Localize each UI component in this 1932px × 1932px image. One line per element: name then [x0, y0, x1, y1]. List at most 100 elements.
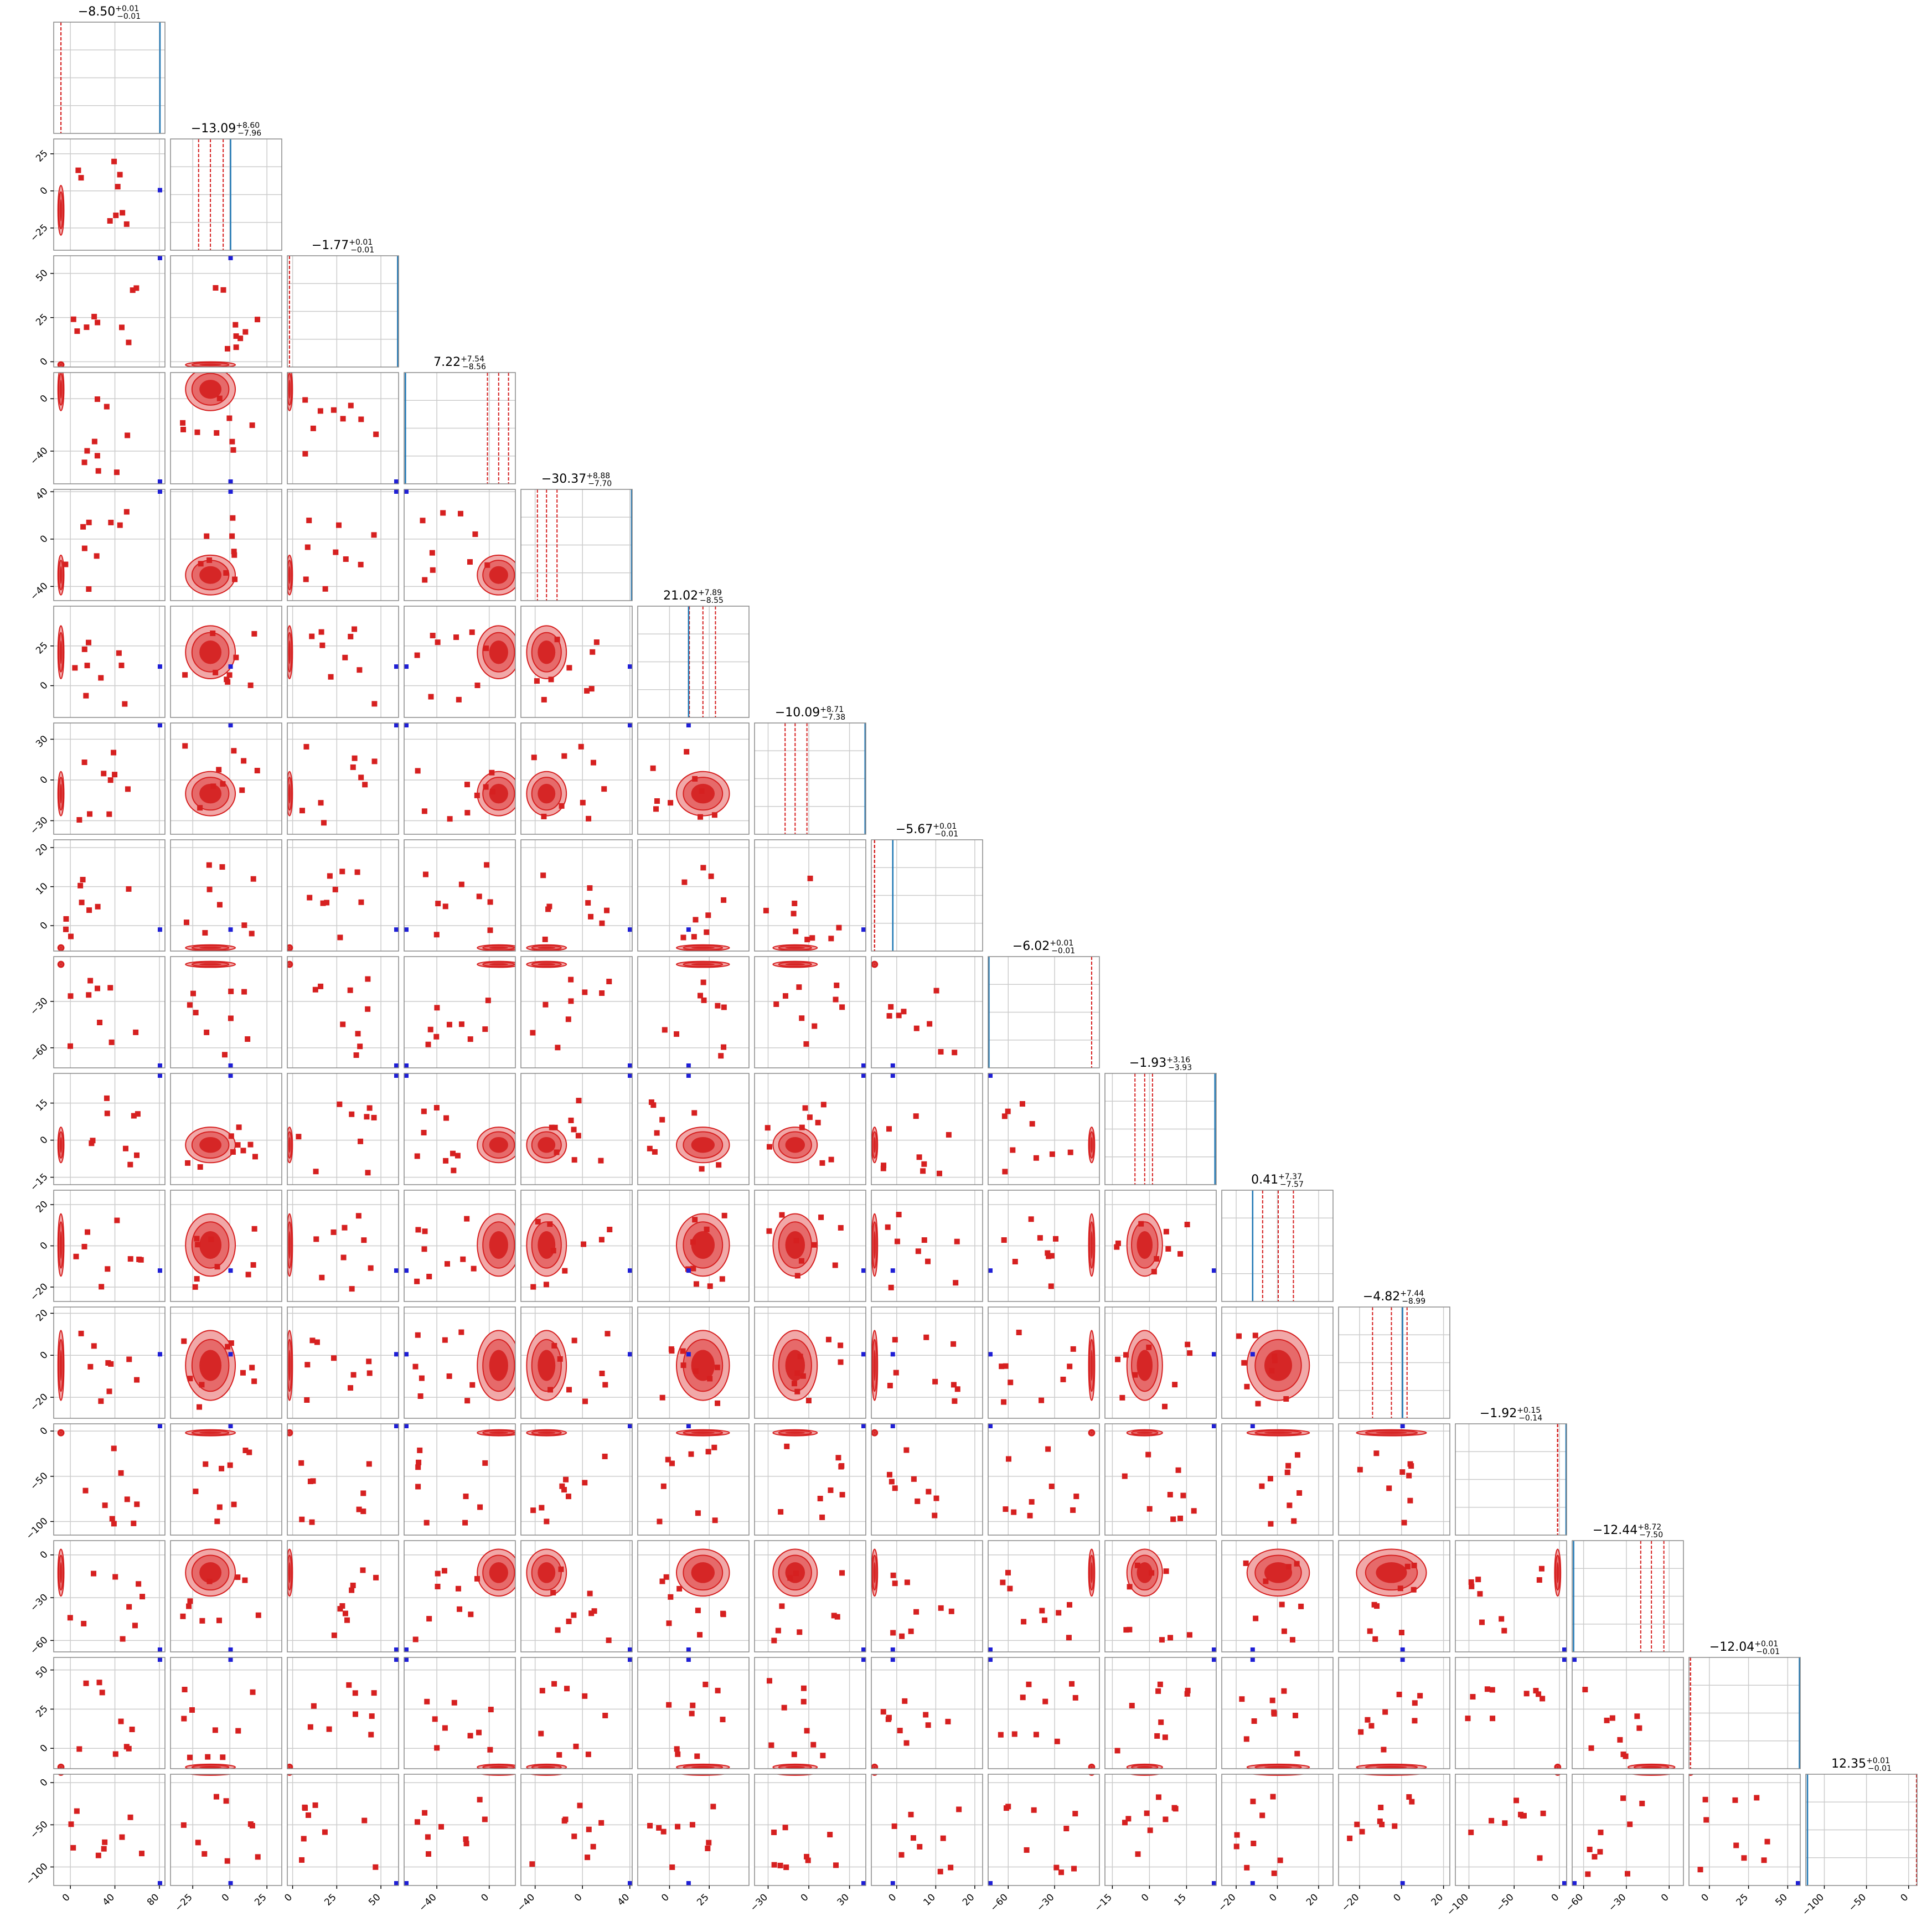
- panel-frame: [871, 1190, 983, 1302]
- sample-point: [1465, 1716, 1471, 1722]
- sample-point: [792, 1381, 798, 1387]
- sample-point: [307, 895, 313, 901]
- sample-point: [355, 1031, 361, 1037]
- panel-content: [988, 1657, 1096, 1769]
- sample-point: [368, 1265, 374, 1271]
- sample-point: [1170, 1516, 1176, 1522]
- panel-content: [1689, 1774, 1800, 1885]
- sample-point: [70, 316, 76, 322]
- sample-point: [488, 1707, 494, 1713]
- sample-point: [360, 1567, 366, 1573]
- sample-point: [818, 1214, 824, 1220]
- sample-point: [307, 1478, 313, 1484]
- x-tick-label: 0: [1392, 1892, 1404, 1904]
- sample-point: [118, 1470, 124, 1476]
- sample-point: [140, 1594, 146, 1600]
- sample-point: [435, 901, 441, 907]
- sample-point: [766, 1228, 772, 1234]
- sample-point: [566, 665, 572, 671]
- truth-point: [404, 1268, 409, 1273]
- panel-frame: [1104, 1540, 1217, 1652]
- sample-point: [1272, 1354, 1278, 1360]
- truth-point: [228, 1647, 233, 1652]
- sample-point: [590, 649, 596, 655]
- y-tick-label: 0: [38, 185, 50, 197]
- sample-point: [1489, 1817, 1495, 1823]
- sample-point: [1281, 1628, 1287, 1634]
- sample-point: [299, 1516, 305, 1522]
- sample-point: [1135, 1851, 1141, 1857]
- density-core: [288, 640, 291, 664]
- x-tick-label: −30: [1606, 1892, 1629, 1914]
- sample-point: [230, 447, 236, 453]
- sample-point: [1609, 1715, 1615, 1721]
- sample-point: [125, 786, 131, 792]
- sample-point: [1283, 1396, 1289, 1402]
- sample-point: [447, 816, 453, 822]
- sample-point: [1269, 1697, 1275, 1703]
- sample-point: [1398, 1630, 1404, 1636]
- sample-point: [666, 1702, 672, 1708]
- scatter-panel: [637, 839, 750, 952]
- sample-point: [1754, 1795, 1760, 1801]
- sample-point: [833, 1862, 839, 1868]
- sample-point: [208, 1236, 214, 1242]
- sample-point: [1285, 1463, 1292, 1469]
- density-core: [59, 1765, 63, 1769]
- sample-point: [539, 1505, 545, 1511]
- sample-point: [700, 979, 706, 985]
- sample-point: [599, 920, 605, 926]
- sample-point: [247, 1141, 254, 1148]
- sample-point: [1024, 1847, 1030, 1853]
- panel-content: [1246, 1424, 1310, 1527]
- sample-point: [138, 1257, 144, 1263]
- sample-point: [487, 927, 493, 933]
- sample-point: [180, 1613, 186, 1619]
- sample-point: [1702, 1796, 1708, 1802]
- sample-point: [352, 755, 358, 761]
- y-tick-label: 0: [38, 774, 50, 786]
- truth-point: [861, 1881, 866, 1885]
- truth-point: [1212, 1424, 1216, 1428]
- panel-frame: [1572, 1774, 1684, 1886]
- panel-frame: [871, 1540, 983, 1652]
- sample-point: [1072, 1695, 1078, 1701]
- truth-point: [628, 1073, 632, 1078]
- sample-point: [554, 637, 560, 643]
- sample-point: [116, 650, 122, 656]
- scatter-panel: [404, 1073, 516, 1185]
- sample-point: [916, 1154, 922, 1160]
- sample-point: [1540, 1810, 1546, 1816]
- panel-frame: [1338, 1774, 1450, 1886]
- sample-point: [805, 1857, 811, 1863]
- sample-point: [1045, 1446, 1051, 1452]
- sample-point: [206, 557, 213, 563]
- x-tick-label: 20: [1429, 1892, 1445, 1908]
- sample-point: [695, 1608, 701, 1614]
- sample-point: [886, 1471, 892, 1478]
- sample-point: [340, 416, 346, 422]
- sample-point: [1162, 1403, 1168, 1409]
- panel-content: [404, 489, 515, 596]
- x-tick-label: −30: [1035, 1892, 1057, 1914]
- panel-content: [988, 1329, 1096, 1405]
- sample-point: [464, 1216, 470, 1222]
- sample-point: [82, 1487, 89, 1494]
- density-core: [1376, 1431, 1407, 1434]
- sample-point: [216, 902, 223, 908]
- truth-point: [1562, 1881, 1567, 1885]
- sample-point: [903, 1447, 910, 1453]
- y-tick-label: 25: [34, 312, 50, 328]
- sample-point: [561, 1487, 567, 1493]
- sample-point: [350, 1372, 357, 1378]
- sample-point: [1397, 1585, 1403, 1592]
- sample-point: [880, 1709, 886, 1715]
- sample-point: [1180, 1492, 1186, 1499]
- sample-point: [433, 932, 440, 938]
- sample-point: [650, 765, 656, 771]
- sample-point: [415, 1464, 421, 1470]
- panel-frame: [871, 956, 983, 1068]
- panel-content: [659, 1548, 730, 1652]
- scatter-panel: [988, 1190, 1100, 1302]
- panel-frame: [53, 489, 166, 601]
